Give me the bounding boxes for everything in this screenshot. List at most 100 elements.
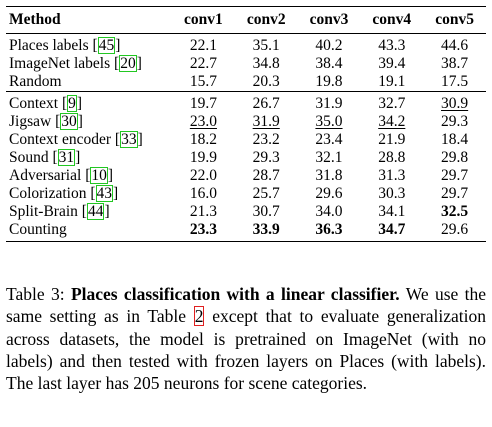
citation-link[interactable]: 9 [67, 95, 77, 112]
value-text: 23.0 [189, 113, 217, 130]
citation-link[interactable]: 33 [120, 131, 138, 148]
value-cell: 30.9 [423, 91, 486, 113]
header-cell: conv4 [360, 6, 424, 34]
value-text: 28.7 [252, 167, 280, 184]
value-text: 19.7 [189, 95, 217, 112]
value-cell: 30.7 [235, 203, 298, 221]
value-cell: 31.9 [235, 113, 298, 131]
value-cell: 19.7 [172, 91, 235, 113]
value-cell: 20.3 [235, 73, 298, 92]
value-text: 18.4 [441, 131, 469, 148]
value-text: 31.3 [378, 167, 406, 184]
table-row: Counting 23.3 33.9 36.3 34.7 29.6 [6, 221, 486, 242]
value-text: 17.5 [441, 73, 469, 90]
value-text: 34.0 [315, 203, 343, 220]
value-cell: 29.3 [423, 113, 486, 131]
value-text: 23.3 [189, 221, 217, 238]
value-text: 29.6 [315, 185, 343, 202]
value-text: 29.8 [441, 149, 469, 166]
citation-link[interactable]: 20 [119, 55, 137, 72]
value-text: 32.7 [378, 95, 406, 112]
table-row: ImageNet labels [20] 22.7 34.8 38.4 39.4 38.7 [6, 55, 486, 73]
value-cell: 23.4 [298, 131, 361, 149]
method-cell: Random [6, 73, 172, 92]
value-text: 30.7 [252, 203, 280, 220]
value-text: 33.9 [252, 221, 280, 238]
value-cell: 23.0 [172, 113, 235, 131]
value-text: 15.7 [189, 73, 217, 90]
value-text: 39.4 [378, 55, 406, 72]
table-row: Colorization [43] 16.0 25.7 29.6 30.3 29.7 [6, 185, 486, 203]
citation-link[interactable]: 45 [97, 37, 116, 54]
value-text: 19.9 [189, 149, 217, 166]
value-text: 19.8 [315, 73, 343, 90]
value-text: 31.9 [315, 95, 343, 112]
value-text: 29.3 [441, 113, 469, 130]
table-row: Adversarial [10] 22.0 28.7 31.8 31.3 29.7 [6, 167, 486, 185]
value-cell: 38.4 [298, 55, 361, 73]
results-table-container: Method conv1 conv2 conv3 conv4 conv5 Pla… [6, 6, 486, 242]
value-text: 22.1 [189, 37, 217, 54]
method-name: Split-Brain [9, 203, 78, 220]
value-text: 35.0 [315, 113, 343, 130]
value-text: 18.2 [189, 131, 217, 148]
method-name: Context [9, 95, 59, 112]
value-cell: 19.9 [172, 149, 235, 167]
method-cell: ImageNet labels [20] [9, 55, 142, 72]
citation-link[interactable]: 43 [95, 185, 114, 202]
method-name: ImageNet labels [9, 55, 111, 72]
value-cell: 22.7 [172, 55, 235, 73]
citation-link[interactable]: 31 [57, 149, 76, 166]
value-cell: 18.4 [423, 131, 486, 149]
value-text: 19.1 [378, 73, 406, 90]
method-cell: Context [9] [6, 91, 172, 113]
value-cell: 19.8 [298, 73, 361, 92]
table-row: Context encoder [33] 18.2 23.2 23.4 21.9 18.4 [6, 131, 486, 149]
value-text: 31.8 [315, 167, 343, 184]
value-cell: 43.3 [360, 34, 423, 56]
value-text: 34.8 [252, 55, 280, 72]
method-name: Counting [9, 221, 67, 238]
caption-label: Table 3: [6, 284, 71, 304]
table-row: Random 15.7 20.3 19.8 19.1 17.5 [6, 73, 486, 92]
value-cell: 21.3 [172, 203, 235, 221]
method-name: Sound [9, 149, 49, 166]
value-text: 29.3 [252, 149, 280, 166]
table-row: Split-Brain [44] 21.3 30.7 34.0 34.1 32.5 [6, 203, 486, 221]
value-text: 26.7 [252, 95, 280, 112]
value-text: 40.2 [315, 37, 343, 54]
value-cell: 25.7 [235, 185, 298, 203]
value-cell: 39.4 [360, 55, 423, 73]
value-cell: 29.7 [423, 185, 486, 203]
table-caption: Table 3: Places classification with a li… [6, 283, 486, 394]
value-text: 21.3 [189, 203, 217, 220]
method-cell: Colorization [43] [9, 185, 119, 202]
value-cell: 34.8 [235, 55, 298, 73]
value-text: 34.2 [378, 113, 406, 130]
value-cell: 34.2 [360, 113, 423, 131]
value-cell: 34.0 [298, 203, 361, 221]
value-cell: 22.1 [172, 34, 235, 56]
value-text: 38.7 [441, 55, 469, 72]
method-cell: Jigsaw [30] [9, 113, 83, 130]
value-text: 43.3 [378, 37, 406, 54]
value-text: 20.3 [252, 73, 280, 90]
value-cell: 18.2 [172, 131, 235, 149]
value-text: 30.3 [378, 185, 406, 202]
citation-link[interactable]: 10 [90, 167, 108, 184]
value-cell: 28.7 [235, 167, 298, 185]
method-cell: Sound [31] [9, 149, 81, 166]
method-name: Places labels [9, 37, 89, 54]
header-cell: Method [6, 6, 172, 34]
value-cell: 15.7 [172, 73, 235, 92]
header-cell: conv5 [423, 6, 486, 34]
value-cell: 21.9 [360, 131, 423, 149]
table-row: Places labels [45] 22.1 35.1 40.2 43.3 44.6 [6, 34, 486, 56]
value-text: 29.7 [441, 185, 469, 202]
value-cell: 32.5 [423, 203, 486, 221]
citation-link[interactable]: 30 [60, 113, 78, 130]
value-cell: 17.5 [423, 73, 486, 92]
value-cell: 23.3 [172, 221, 235, 242]
table-reference-link[interactable]: 2 [193, 306, 205, 327]
citation-link[interactable]: 44 [86, 203, 105, 220]
